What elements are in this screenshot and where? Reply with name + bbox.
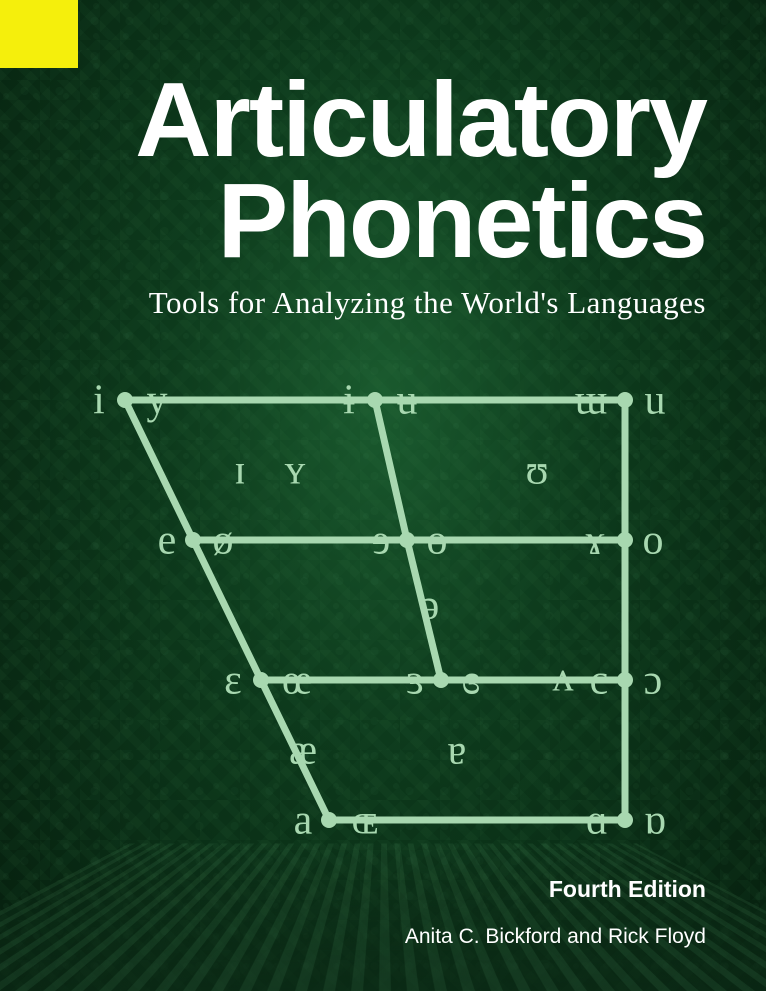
edition-label: Fourth Edition <box>549 876 706 903</box>
vowel-symbol: ɤ <box>586 518 605 564</box>
vowel-symbol: ɵ <box>427 518 448 564</box>
vowel-symbol: i <box>93 378 105 424</box>
yellow-corner-tab <box>0 0 78 68</box>
title-block: Articulatory Phonetics Tools for Analyzi… <box>135 70 706 321</box>
chart-node-dot <box>367 392 383 408</box>
vowel-symbol: y <box>147 378 168 424</box>
vowel-symbol: ø <box>213 518 234 564</box>
vowel-symbol: ɑ <box>586 798 608 844</box>
vowel-symbol: ɘ <box>372 518 391 564</box>
vowel-symbol: ʏ <box>285 448 306 494</box>
ipa-vowel-chart: iyɨʉɯuɪʏʊeøɘɵɤoəɛœɜɞʌɔcæɐaɶɑɒ <box>85 370 685 840</box>
chart-node-dot <box>321 812 337 828</box>
vowel-symbol: ɛ <box>224 658 242 704</box>
title-line-2: Phonetics <box>135 171 706 272</box>
vowel-symbol: ɒ <box>644 798 666 844</box>
chart-node-dot <box>117 392 133 408</box>
chart-node-dot <box>617 672 633 688</box>
title-line-1: Articulatory <box>135 70 706 171</box>
vowel-symbol: ʌ <box>553 655 574 701</box>
vowel-symbol: æ <box>289 728 317 774</box>
vowel-symbol: u <box>645 378 666 424</box>
vowel-symbol: ɐ <box>448 728 467 774</box>
vowel-symbol: ə <box>421 583 440 629</box>
vowel-symbol: o <box>643 518 664 564</box>
authors-label: Anita C. Bickford and Rick Floyd <box>405 925 706 949</box>
chart-node-dot <box>253 672 269 688</box>
chart-node-dot <box>617 812 633 828</box>
vowel-symbol: ʉ <box>397 378 418 424</box>
vowel-symbol: e <box>158 518 177 564</box>
subtitle: Tools for Analyzing the World's Language… <box>135 285 706 321</box>
vowel-symbol: c <box>590 658 609 704</box>
vowel-symbol: ɞ <box>462 658 481 704</box>
chart-node-dot <box>617 532 633 548</box>
vowel-symbol: œ <box>282 658 312 704</box>
vowel-symbol: ɔ <box>644 658 663 704</box>
vowel-symbol: ɪ <box>234 448 246 494</box>
vowel-symbol: ɨ <box>343 378 355 424</box>
vowel-chart-svg: iyɨʉɯuɪʏʊeøɘɵɤoəɛœɜɞʌɔcæɐaɶɑɒ <box>85 370 685 840</box>
book-cover: Articulatory Phonetics Tools for Analyzi… <box>0 0 766 991</box>
chart-node-dot <box>433 672 449 688</box>
vowel-symbol: ɯ <box>575 378 608 424</box>
vowel-symbol: ɜ <box>406 658 424 704</box>
vowel-symbol: a <box>294 798 313 844</box>
chart-node-dot <box>617 392 633 408</box>
vowel-symbol: ʊ <box>525 448 548 494</box>
vowel-symbol: ɶ <box>352 798 378 844</box>
chart-node-dot <box>399 532 415 548</box>
chart-node-dot <box>185 532 201 548</box>
